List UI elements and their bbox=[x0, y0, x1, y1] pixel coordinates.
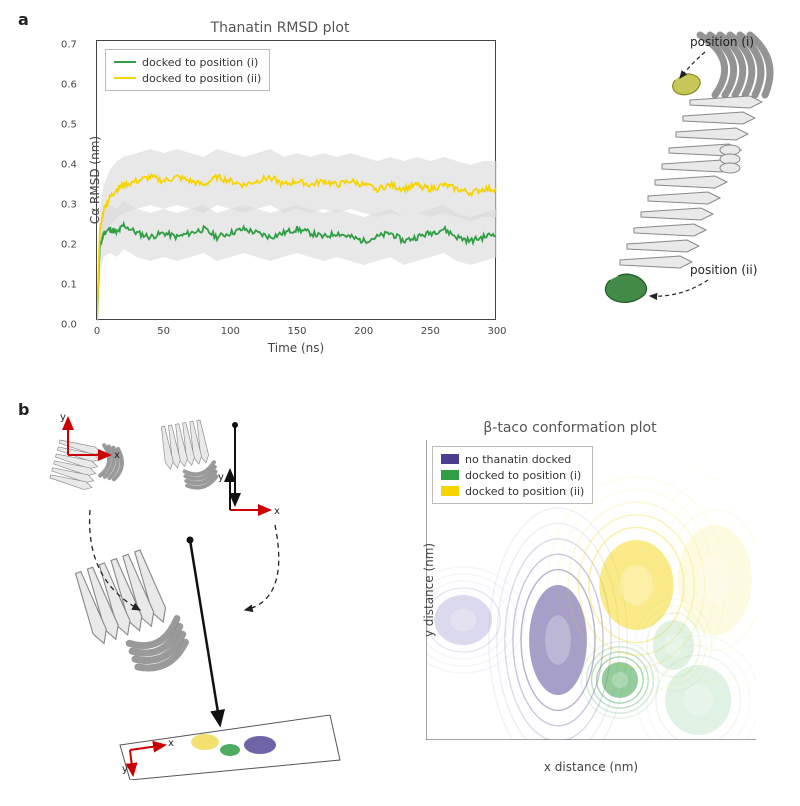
panel-b-label: b bbox=[18, 400, 29, 419]
protein-a-svg: position (i) position (ii) bbox=[540, 30, 780, 330]
svg-text:y: y bbox=[218, 472, 224, 483]
svg-text:y: y bbox=[122, 764, 128, 775]
legend-item: no thanatin docked bbox=[441, 451, 584, 467]
svg-text:x: x bbox=[274, 506, 280, 517]
conf-axes: y distance (nm) x distance (nm) -2.0-1.5… bbox=[426, 440, 756, 740]
rmsd-legend: docked to position (i)docked to position… bbox=[105, 49, 270, 91]
svg-text:x: x bbox=[168, 738, 174, 749]
legend-item: docked to position (ii) bbox=[114, 70, 261, 86]
protein-a-cartoon: position (i) position (ii) bbox=[540, 30, 780, 330]
legend-item: docked to position (ii) bbox=[441, 483, 584, 499]
conf-title: β-taco conformation plot bbox=[370, 420, 770, 436]
rmsd-axes: Cα RMSD (nm) Time (ns) 0.00.10.20.30.40.… bbox=[96, 40, 496, 320]
legend-item: docked to position (i) bbox=[441, 467, 584, 483]
svg-text:position (i): position (i) bbox=[690, 35, 754, 49]
panel-b-svg: x y x y x y bbox=[30, 410, 350, 780]
rmsd-xlabel: Time (ns) bbox=[268, 341, 324, 355]
rmsd-plot: Thanatin RMSD plot Cα RMSD (nm) Time (ns… bbox=[40, 20, 520, 350]
svg-text:y: y bbox=[60, 412, 66, 423]
figure-root: a b Thanatin RMSD plot Cα RMSD (nm) Time… bbox=[0, 0, 800, 806]
conf-legend: no thanatin dockeddocked to position (i)… bbox=[432, 446, 593, 504]
conformation-plot: β-taco conformation plot y distance (nm)… bbox=[370, 420, 770, 780]
svg-text:position (ii): position (ii) bbox=[690, 263, 757, 277]
legend-item: docked to position (i) bbox=[114, 54, 261, 70]
panel-b-diagram: x y x y x y bbox=[30, 410, 350, 780]
rmsd-title: Thanatin RMSD plot bbox=[40, 20, 520, 36]
svg-text:x: x bbox=[114, 450, 120, 461]
panel-a-label: a bbox=[18, 10, 29, 29]
conf-xlabel: x distance (nm) bbox=[544, 760, 638, 774]
